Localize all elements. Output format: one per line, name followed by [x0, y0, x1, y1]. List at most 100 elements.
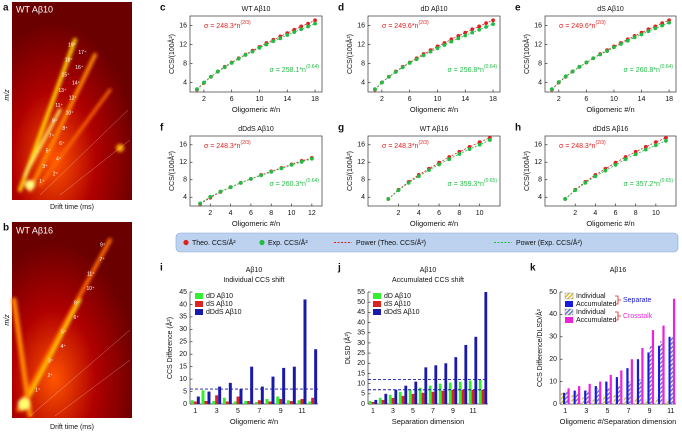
data-point: [222, 65, 227, 70]
panel-label: e: [515, 3, 521, 14]
y-tick-label: 30: [179, 326, 187, 333]
data-point: [407, 61, 412, 65]
fit-text: σ = 248.3*n: [204, 23, 241, 30]
data-point: [299, 159, 304, 164]
peak-label: 1⁺: [35, 387, 41, 393]
x-tick-label: 14: [283, 96, 291, 103]
y-tick-label: 8: [183, 60, 187, 67]
data-point: [591, 56, 596, 61]
legend-label: dS Aβ10: [206, 301, 233, 308]
fit-label: σ = 248.3*n(2/3): [204, 20, 251, 30]
data-point: [299, 27, 304, 32]
bar: [571, 395, 574, 404]
y-axis-title: CCS/(100Å²): [345, 151, 354, 191]
peak-label: 9⁺: [100, 242, 106, 248]
data-point: [215, 69, 220, 74]
fit-label: σ = 260.3*n(0.64): [270, 178, 320, 188]
peak-label: 2⁺: [53, 172, 59, 178]
legend-label: Individual: [576, 309, 606, 316]
panel-label: c: [160, 3, 166, 14]
fit-sup: (0.64): [660, 64, 673, 70]
x-axis-title: Oligomeric #/n: [410, 105, 458, 114]
data-point: [598, 52, 603, 57]
fit-sup: (0.64): [484, 64, 497, 70]
data-point: [435, 46, 440, 51]
bar: [265, 399, 269, 404]
x-tick-label: 7: [257, 408, 261, 415]
data-point: [414, 57, 419, 62]
heatmap-b: b WT Aβ16 m/z Drift time (ms): [3, 222, 132, 431]
data-point: [633, 149, 638, 154]
bar: [573, 390, 576, 404]
group-label: Separate: [623, 297, 652, 304]
legend-swatch: [373, 309, 381, 315]
legend-label: dDdS Aβ10: [206, 309, 242, 316]
bar: [260, 386, 264, 404]
bar: [581, 397, 585, 404]
plot-frame: [189, 135, 323, 207]
x-tick-label: 8: [269, 210, 273, 217]
peak-label: 2⁺: [48, 373, 54, 379]
data-point: [269, 169, 274, 174]
bar: [303, 299, 307, 404]
peak-label: 6⁺: [59, 141, 65, 147]
fit-label: σ = 256.8*n(0.64): [448, 64, 498, 74]
data-point: [660, 23, 665, 28]
bar: [662, 325, 665, 404]
data-point: [421, 53, 426, 58]
x-axis-title: Oligomeric #/Separation dimension: [560, 417, 677, 426]
y-axis-title: CCS/(100Å²): [345, 34, 354, 74]
x-tick-label: 6: [614, 210, 618, 217]
y-tick-label: 16: [179, 142, 187, 149]
fit-text: σ = 258.1*n: [270, 67, 307, 74]
data-point: [208, 74, 213, 79]
data-point: [379, 80, 384, 85]
bar: [668, 336, 671, 404]
data-point: [632, 35, 637, 40]
bar: [282, 367, 286, 404]
y-tick-label: 35: [179, 314, 187, 321]
bar: [560, 392, 564, 404]
x-tick-label: 5: [606, 408, 610, 415]
x-tick-label: 2: [380, 96, 384, 103]
bar: [599, 381, 602, 404]
bar: [398, 391, 402, 404]
peak-label: 11⁺: [87, 271, 95, 277]
panel-label: k: [530, 263, 536, 274]
bar: [565, 390, 568, 404]
bar: [651, 330, 655, 404]
y-tick-label: 5: [183, 388, 187, 395]
data-point: [583, 180, 588, 185]
bar: [371, 401, 375, 404]
legend-swatch: [195, 293, 203, 299]
x-tick-label: 2: [573, 210, 577, 217]
bar: [603, 395, 606, 404]
y-tick-label: 4: [361, 79, 365, 86]
x-tick-label: 10: [610, 96, 618, 103]
legend-box: [175, 232, 679, 253]
fit-text: σ = 248.3*n: [382, 143, 419, 150]
panel-label: b: [3, 223, 9, 234]
fit-label: σ = 248.3*n(2/3): [382, 140, 429, 150]
y-tick-label: 10: [179, 376, 187, 383]
legend-label: Accumulated: [576, 317, 617, 324]
bar: [594, 386, 597, 404]
x-tick-label: 18: [311, 96, 319, 103]
data-point: [257, 45, 262, 50]
peak-label: 19⁺: [68, 42, 77, 48]
y-tick-label: 16: [357, 22, 365, 29]
bar: [596, 388, 600, 404]
x-tick-label: 1: [563, 408, 567, 415]
chart-title: Aβ10: [420, 267, 437, 274]
plot-frame: [367, 135, 501, 207]
x-tick-label: 10: [288, 210, 296, 217]
peak-label: 3⁺: [48, 358, 54, 364]
x-tick-label: 18: [665, 96, 673, 103]
data-point: [292, 30, 297, 35]
bar: [592, 399, 595, 404]
y-axis-title: m/z: [4, 89, 11, 101]
peak-label: 7⁺: [49, 134, 55, 140]
bar: [279, 399, 283, 404]
peak-label: 8⁺: [62, 126, 68, 132]
chart-title: WT Aβ10: [242, 6, 271, 13]
